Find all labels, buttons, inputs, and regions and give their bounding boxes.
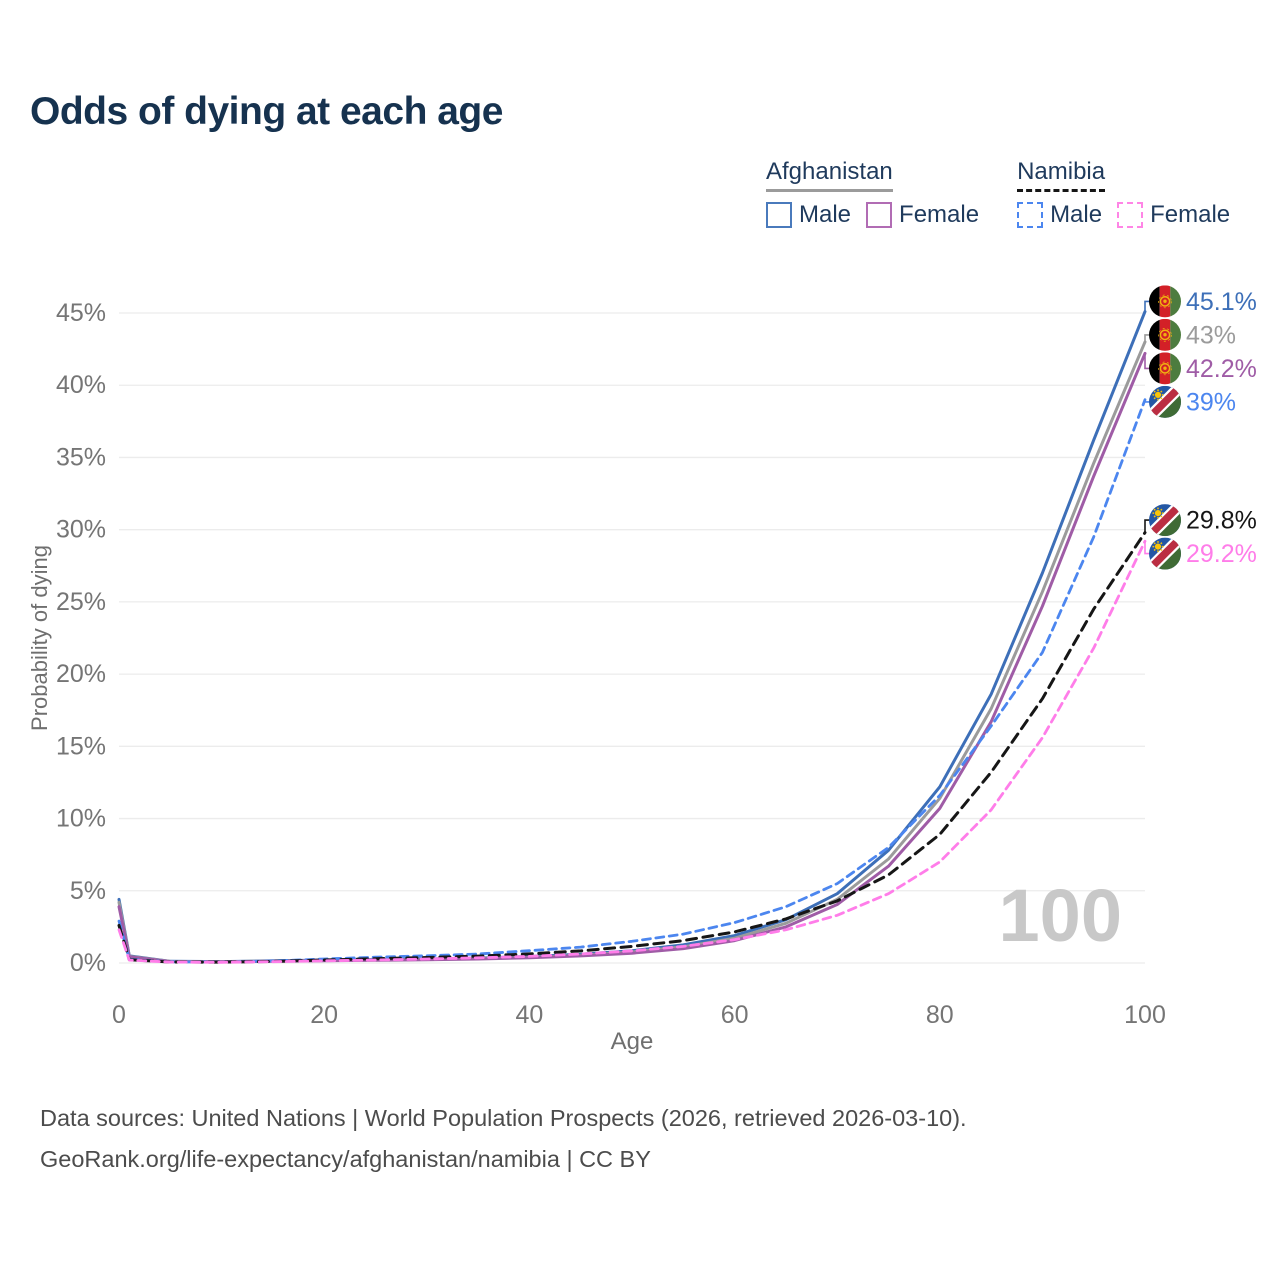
series-line-namibia-both[interactable] xyxy=(117,531,1147,964)
series-line-afghanistan-male[interactable] xyxy=(117,310,1147,964)
end-label-afghanistan-both: 43% xyxy=(1186,321,1236,349)
namibia-flag-icon xyxy=(1148,537,1182,571)
end-labels: 45.1% 43% 42.2% 39% 29.8% 29.2% xyxy=(1145,285,1257,570)
legend-label-namibia-female: Female xyxy=(1150,201,1231,228)
y-tick-label: 30% xyxy=(56,516,106,544)
legend-item-afghanistan-male[interactable]: Male xyxy=(766,201,851,228)
namibia-male-swatch-icon xyxy=(1017,201,1044,228)
y-tick-label: 25% xyxy=(56,588,106,616)
end-label-afghanistan-female: 42.2% xyxy=(1186,355,1257,383)
x-tick-label: 40 xyxy=(515,1001,543,1029)
x-axis-title: Age xyxy=(611,1028,654,1055)
footer-attribution: GeoRank.org/life-expectancy/afghanistan/… xyxy=(40,1146,651,1172)
legend-label-afghanistan-female: Female xyxy=(899,201,980,228)
legend-label-namibia-male: Male xyxy=(1050,201,1103,228)
footer: Data sources: United Nations | World Pop… xyxy=(40,1098,967,1180)
y-tick-label: 15% xyxy=(56,732,106,760)
y-tick-label: 10% xyxy=(56,805,106,833)
y-tick-label: 45% xyxy=(56,299,106,327)
end-label-namibia-both: 29.8% xyxy=(1186,507,1257,535)
legend-label-afghanistan-male: Male xyxy=(799,201,852,228)
gridlines xyxy=(119,312,1145,964)
x-tick-label: 20 xyxy=(310,1001,338,1029)
afghanistan-male-swatch-icon xyxy=(766,201,792,228)
y-axis-title: Probability of dying xyxy=(27,545,52,731)
y-tick-label: 0% xyxy=(70,949,106,977)
age-counter-watermark: 100 xyxy=(999,874,1122,957)
afghanistan-flag-icon xyxy=(1149,285,1181,317)
series-line-namibia-male[interactable] xyxy=(117,398,1147,964)
axis-labels: 0% 5% 10% 15% 20% 25% 30% 35% 40% 45% 0 20 40 60 80 100… xyxy=(27,299,1166,1055)
legend-group-afghanistan: Afghanistan Male Female xyxy=(766,158,979,228)
y-tick-label: 20% xyxy=(56,660,106,688)
namibia-flag-icon xyxy=(1148,385,1182,419)
series-lines xyxy=(117,310,1147,964)
y-tick-label: 5% xyxy=(70,877,106,905)
legend: Afghanistan Male Female Namibia Male xyxy=(766,158,1230,228)
legend-item-afghanistan-female[interactable]: Female xyxy=(866,201,979,228)
end-label-namibia-male: 39% xyxy=(1186,388,1236,416)
x-tick-label: 0 xyxy=(112,1001,126,1029)
namibia-flag-icon xyxy=(1148,503,1182,537)
end-label-afghanistan-male: 45.1% xyxy=(1186,288,1257,316)
legend-afghanistan-header[interactable]: Afghanistan xyxy=(766,158,893,192)
end-label-namibia-female: 29.2% xyxy=(1186,540,1257,568)
legend-item-namibia-male[interactable]: Male xyxy=(1017,201,1102,228)
x-tick-label: 60 xyxy=(721,1001,749,1029)
page-title: Odds of dying at each age xyxy=(30,90,503,133)
x-tick-label: 100 xyxy=(1124,1001,1166,1029)
series-line-afghanistan-both[interactable] xyxy=(117,340,1147,964)
footer-data-sources: Data sources: United Nations | World Pop… xyxy=(40,1105,967,1131)
legend-namibia-header[interactable]: Namibia xyxy=(1017,158,1106,192)
line-chart: 0% 5% 10% 15% 20% 25% 30% 35% 40% 45% 0 20 40 60 80 100… xyxy=(27,0,1257,1055)
afghanistan-female-swatch-icon xyxy=(866,201,893,228)
watermark-age-value: 100 xyxy=(999,874,1122,957)
series-line-afghanistan-female[interactable] xyxy=(117,351,1147,964)
legend-item-namibia-female[interactable]: Female xyxy=(1117,201,1230,228)
y-tick-label: 40% xyxy=(56,371,106,399)
namibia-female-swatch-icon xyxy=(1117,201,1144,228)
afghanistan-flag-icon xyxy=(1149,319,1181,351)
legend-group-namibia: Namibia Male Female xyxy=(1017,158,1230,228)
y-tick-label: 35% xyxy=(56,443,106,471)
series-line-namibia-female[interactable] xyxy=(117,539,1147,964)
afghanistan-flag-icon xyxy=(1149,352,1181,384)
x-tick-label: 80 xyxy=(926,1001,954,1029)
